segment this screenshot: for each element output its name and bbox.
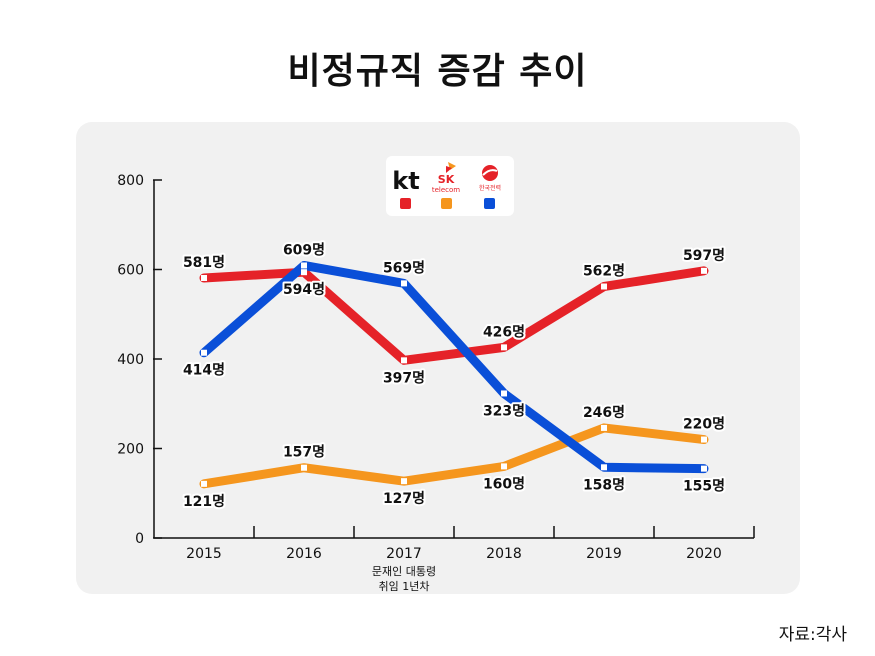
x-tick-label: 2020 <box>686 546 722 562</box>
data-label: 121명 <box>183 493 225 510</box>
data-label: 597명 <box>683 247 725 264</box>
kt-logo: kt <box>392 167 419 195</box>
series-line-0 <box>199 266 709 365</box>
data-label: 155명 <box>683 478 725 495</box>
x-tick-label: 2015 <box>186 546 222 562</box>
data-label: 581명 <box>183 254 225 271</box>
data-point <box>301 464 307 471</box>
y-tick-label: 0 <box>135 531 144 547</box>
sk-logo-text: SK <box>438 173 455 186</box>
y-tick-label: 200 <box>117 442 144 458</box>
legend-swatch-sk <box>441 198 452 209</box>
data-point <box>201 349 207 356</box>
x-tick-label: 2017 <box>386 546 422 562</box>
data-point <box>401 478 407 485</box>
data-point <box>701 436 707 443</box>
kepco-logo-icon <box>482 165 498 181</box>
series-line-2 <box>199 260 709 474</box>
data-label: 426명 <box>483 323 525 340</box>
data-point <box>401 357 407 364</box>
data-point <box>301 269 307 276</box>
data-label: 220명 <box>683 416 725 433</box>
data-label: 594명 <box>283 281 325 298</box>
data-label: 323명 <box>483 402 525 419</box>
legend: kt SK telecom 한국전력 <box>386 156 514 216</box>
data-label: 157명 <box>283 444 325 461</box>
data-point <box>301 262 307 269</box>
data-label: 127명 <box>383 490 425 507</box>
data-point <box>401 280 407 287</box>
series-lines <box>199 260 709 489</box>
x-tick-label: 2019 <box>586 546 622 562</box>
data-label: 569명 <box>383 259 425 276</box>
data-point <box>501 463 507 470</box>
y-tick-label: 600 <box>117 263 144 279</box>
data-label: 609명 <box>283 241 325 258</box>
data-label: 562명 <box>583 263 625 280</box>
data-point <box>601 464 607 471</box>
data-label: 158명 <box>583 476 625 493</box>
data-point <box>601 424 607 431</box>
x-category-note: 취임 1년차 <box>379 580 430 593</box>
data-point <box>501 390 507 397</box>
chart-title: 비정규직 증감 추이 <box>287 51 588 92</box>
x-category-note: 문재인 대통령 <box>372 565 436 578</box>
data-point <box>501 344 507 351</box>
source-note: 자료:각사 <box>778 625 847 645</box>
data-point <box>601 283 607 290</box>
y-tick-label: 800 <box>117 173 144 189</box>
data-label: 246명 <box>583 404 625 421</box>
x-tick-label: 2018 <box>486 546 522 562</box>
data-point <box>701 465 707 472</box>
sk-butterfly-icon-2 <box>446 166 452 173</box>
data-label: 397명 <box>383 369 425 386</box>
legend-box <box>386 156 514 216</box>
data-label: 414명 <box>183 362 225 379</box>
series-line-1 <box>199 423 709 489</box>
legend-swatch-kepco <box>484 198 495 209</box>
data-point <box>701 267 707 274</box>
data-point <box>201 275 207 282</box>
y-tick-label: 400 <box>117 352 144 368</box>
legend-swatch-kt <box>400 198 411 209</box>
x-tick-label: 2016 <box>286 546 322 562</box>
data-labels: 581명 594명 397명 426명 562명 597명 121명 157명 127명 160명… <box>181 239 727 511</box>
kepco-logo-text: 한국전력 <box>479 184 501 192</box>
sk-logo-subtext: telecom <box>432 186 460 194</box>
data-label: 160명 <box>483 475 525 492</box>
data-point <box>201 480 207 487</box>
